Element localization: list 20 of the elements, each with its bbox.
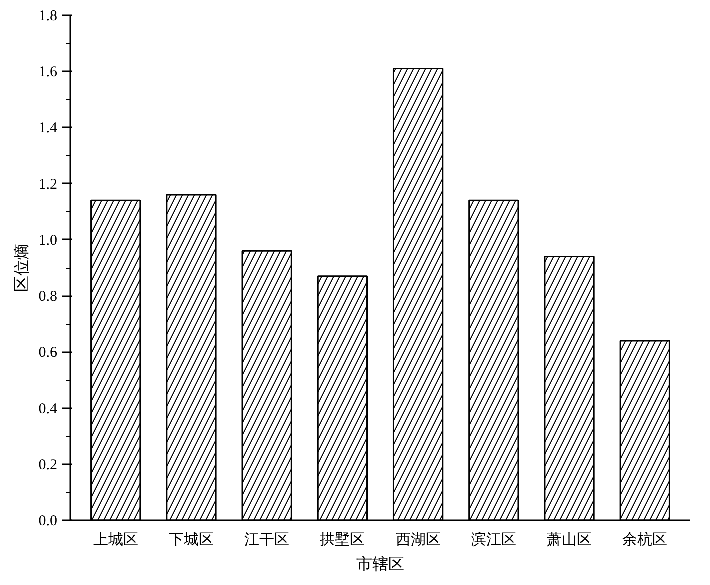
y-tick-label: 0.4 — [38, 401, 58, 418]
y-tick-label: 0.2 — [38, 457, 58, 474]
y-tick-label: 1.8 — [38, 8, 58, 24]
x-tick-label: 江干区 — [244, 532, 290, 548]
x-tick-label: 下城区 — [168, 532, 214, 548]
x-tick-label: 滨江区 — [471, 532, 516, 548]
x-tick-label: 拱墅区 — [320, 532, 366, 548]
y-tick-label: 0.8 — [38, 289, 58, 306]
y-tick-label: 1.0 — [38, 232, 58, 249]
x-tick-label: 上城区 — [93, 532, 138, 548]
y-tick-label: 1.6 — [38, 64, 58, 81]
y-axis-title: 区位熵 — [12, 244, 31, 292]
x-tick-label: 萧山区 — [547, 532, 592, 548]
x-tick-label: 西湖区 — [396, 532, 441, 548]
y-tick-label: 0.0 — [38, 514, 58, 530]
y-tick-label: 1.2 — [38, 176, 58, 193]
y-tick-label: 1.4 — [38, 120, 58, 137]
x-tick-label: 余杭区 — [622, 532, 668, 548]
y-tick-label: 0.6 — [38, 345, 58, 362]
x-axis-title: 市辖区 — [356, 556, 404, 574]
